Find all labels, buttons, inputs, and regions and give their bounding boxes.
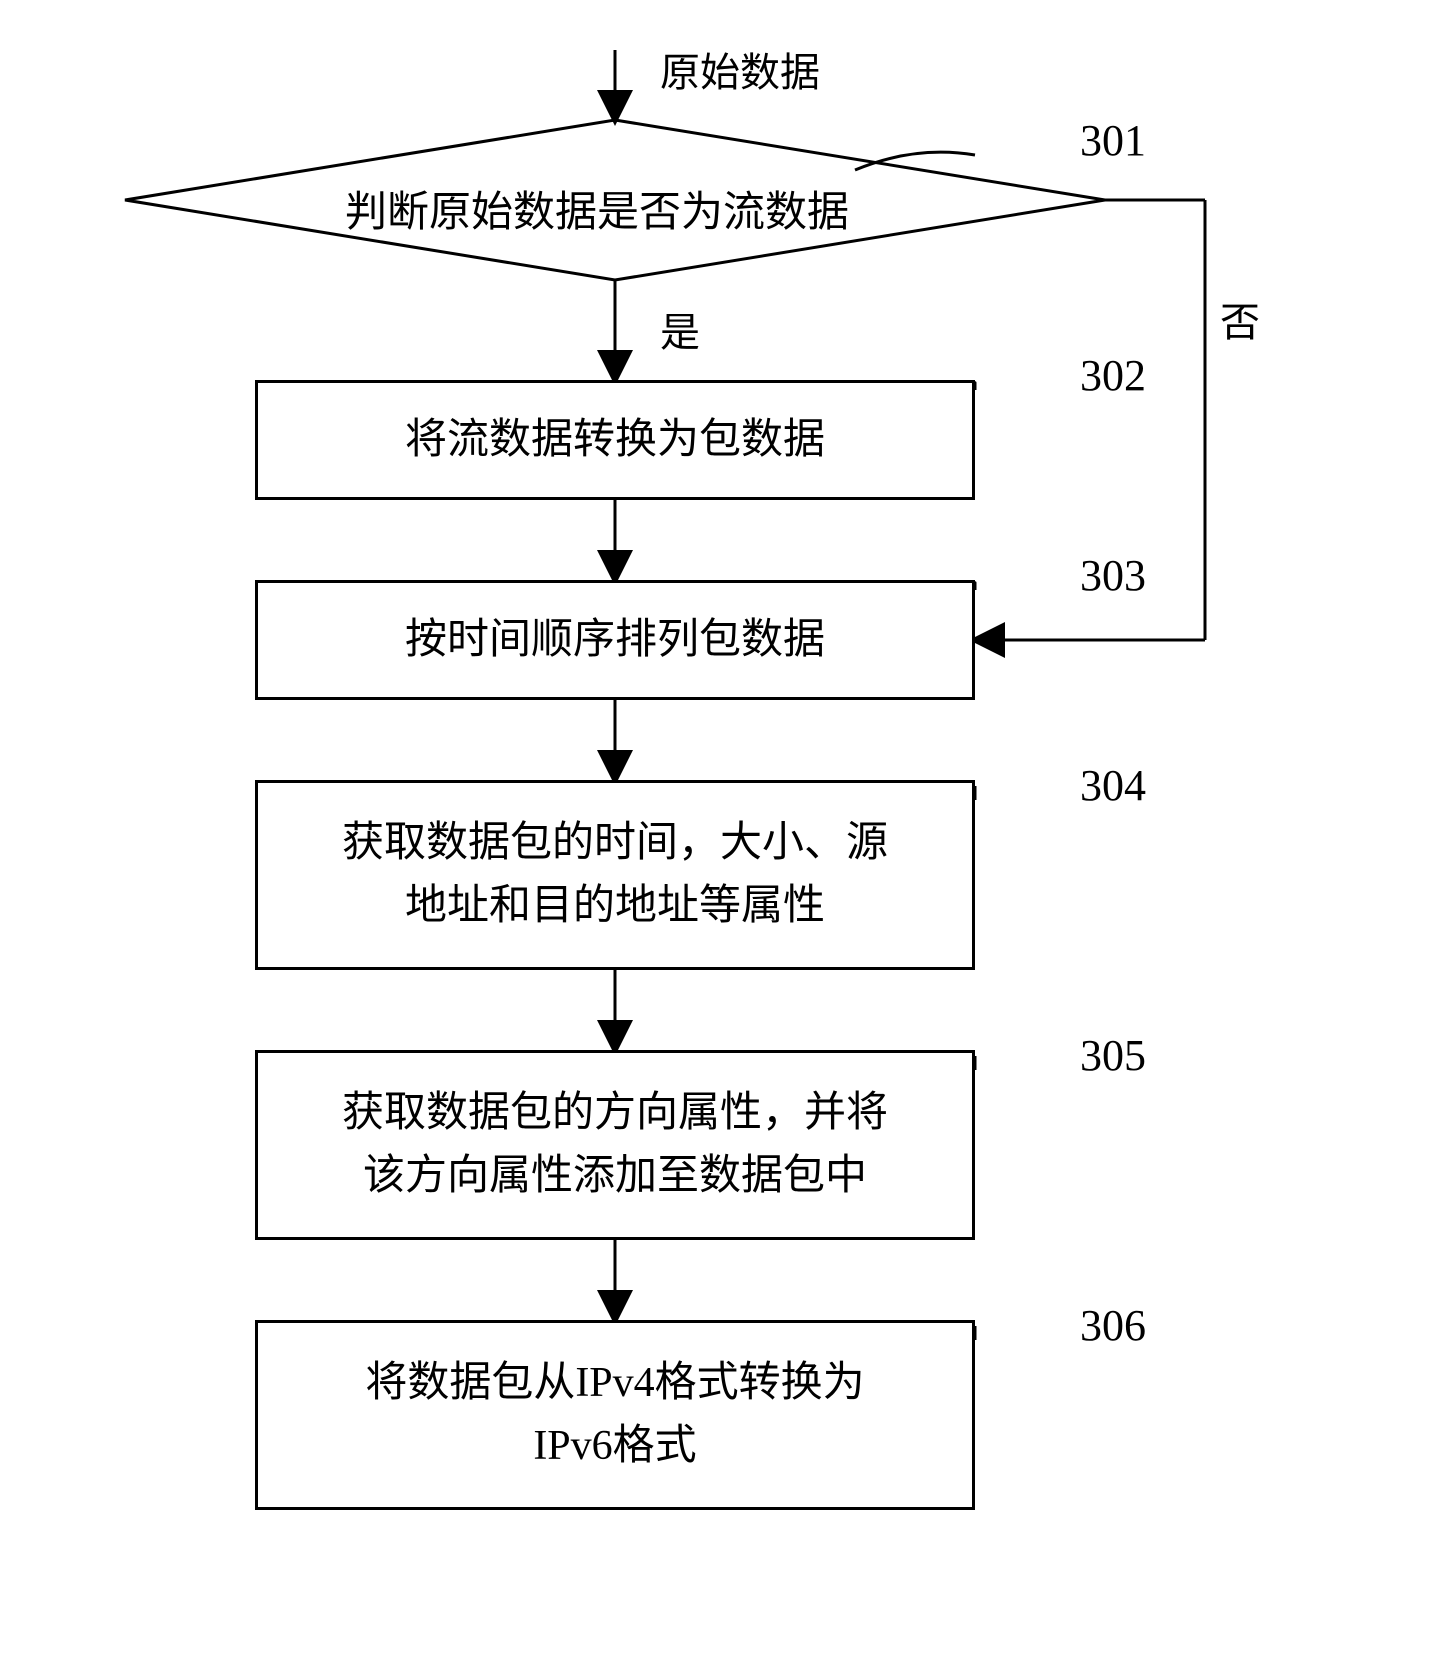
yes-label: 是 [660, 300, 700, 358]
step-302-box: 将流数据转换为包数据 [255, 380, 975, 500]
ref-301: 301 [1080, 115, 1146, 166]
ref-302: 302 [1080, 350, 1146, 401]
ref-304: 304 [1080, 760, 1146, 811]
step-304-text: 获取数据包的时间，大小、源 地址和目的地址等属性 [318, 812, 912, 938]
flowchart-container: 原始数据 判断原始数据是否为流数据 是 否 301 302 303 304 30… [0, 0, 1441, 1664]
step-303-text: 按时间顺序排列包数据 [381, 609, 849, 672]
step-304-box: 获取数据包的时间，大小、源 地址和目的地址等属性 [255, 780, 975, 970]
decision-text: 判断原始数据是否为流数据 [345, 178, 849, 239]
ref-303: 303 [1080, 550, 1146, 601]
step-306-text: 将数据包从IPv4格式转换为 IPv6格式 [341, 1352, 888, 1478]
step-306-box: 将数据包从IPv4格式转换为 IPv6格式 [255, 1320, 975, 1510]
step-305-text: 获取数据包的方向属性，并将 该方向属性添加至数据包中 [318, 1082, 912, 1208]
step-302-text: 将流数据转换为包数据 [381, 409, 849, 472]
no-label: 否 [1220, 290, 1260, 348]
input-label: 原始数据 [660, 40, 820, 98]
step-305-box: 获取数据包的方向属性，并将 该方向属性添加至数据包中 [255, 1050, 975, 1240]
ref-305: 305 [1080, 1030, 1146, 1081]
step-303-box: 按时间顺序排列包数据 [255, 580, 975, 700]
ref-306: 306 [1080, 1300, 1146, 1351]
